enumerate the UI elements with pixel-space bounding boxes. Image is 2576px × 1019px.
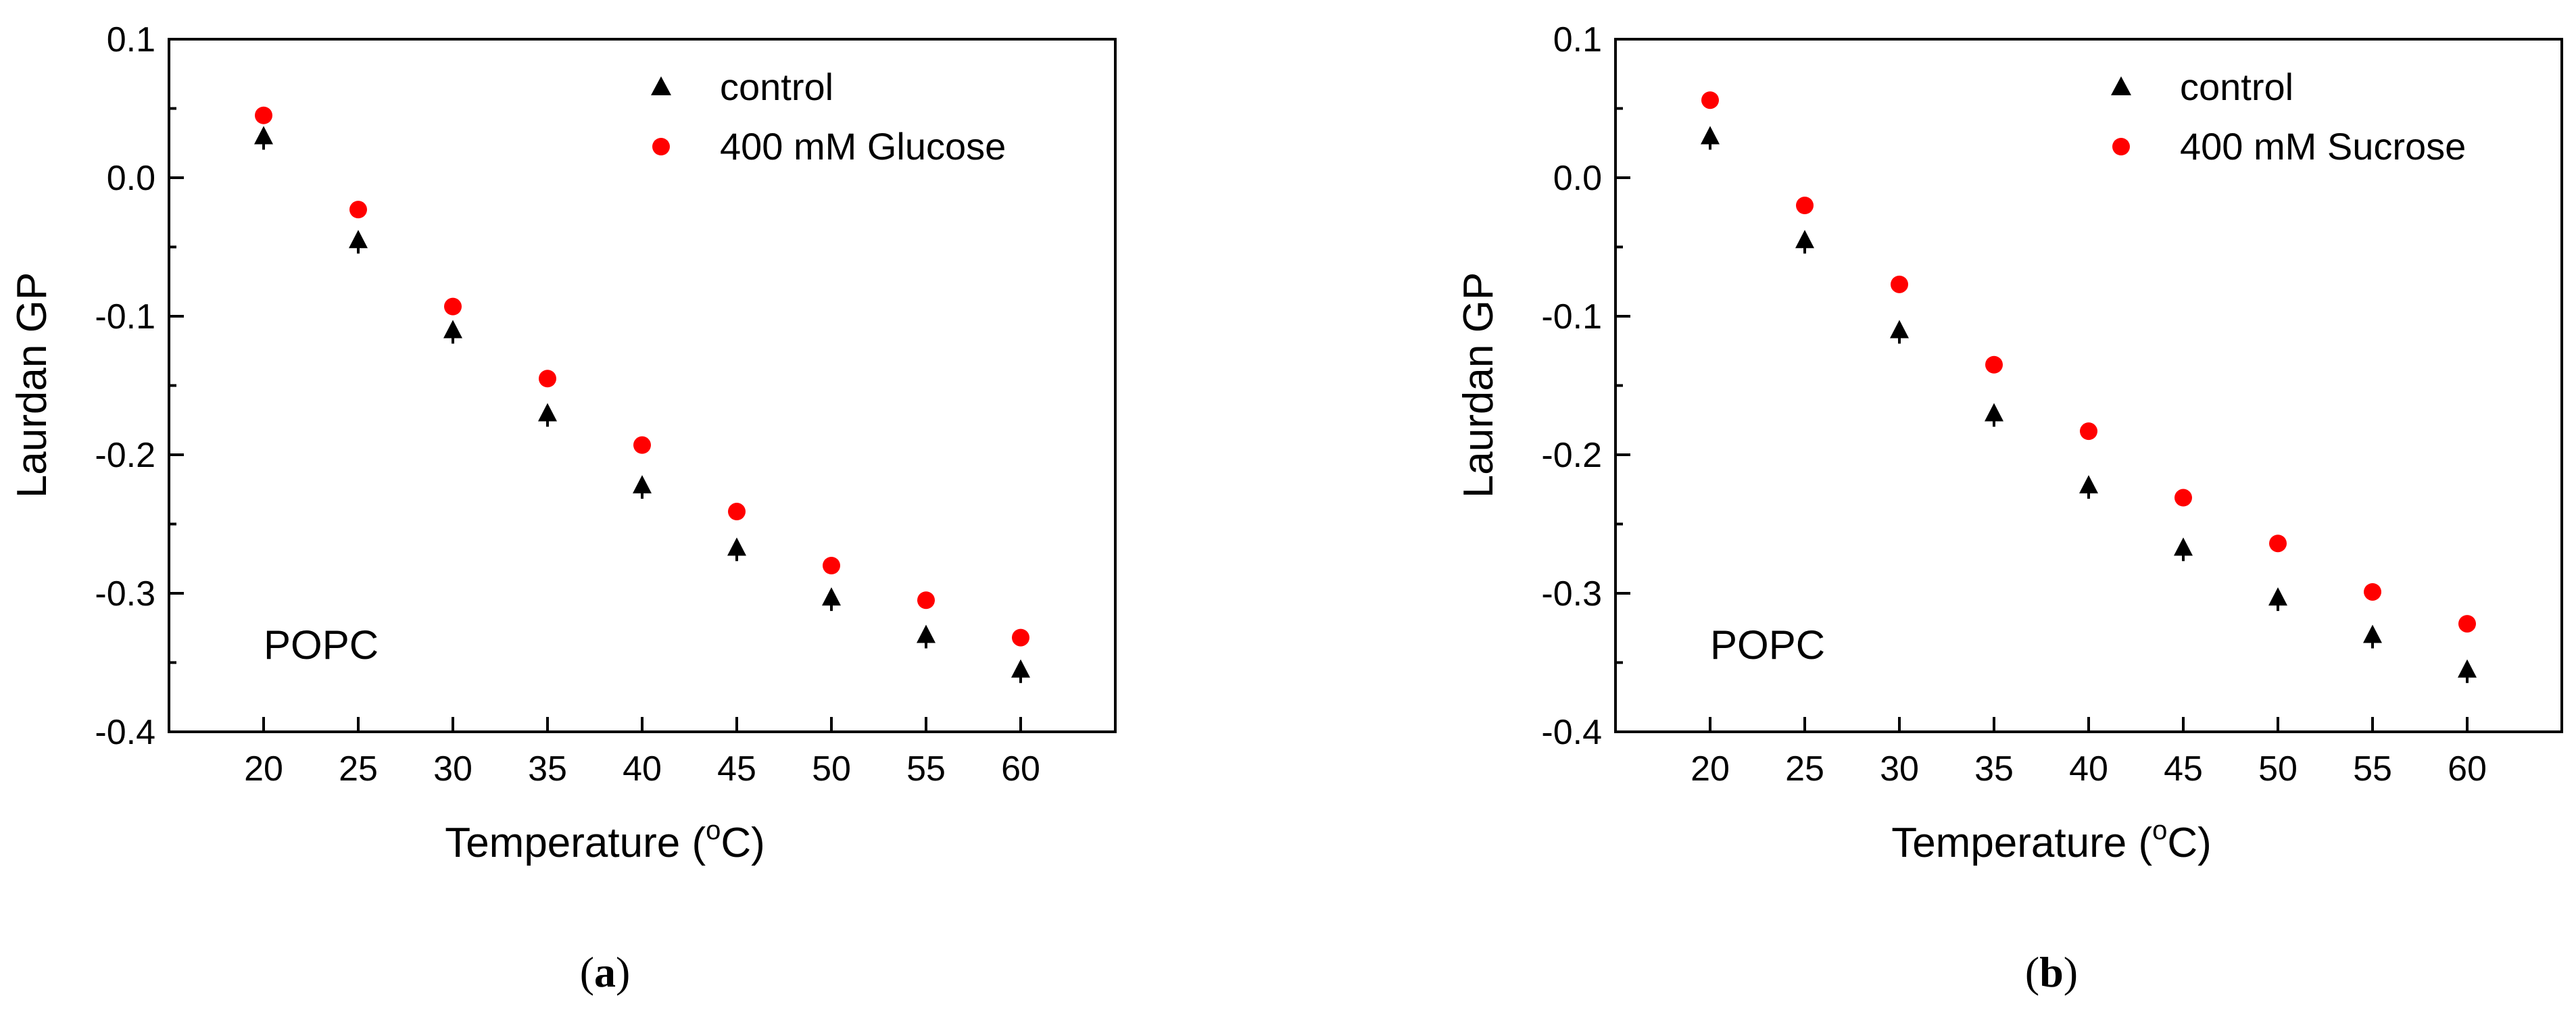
y-tick-label: -0.1	[1541, 297, 1602, 337]
legend-control-label: control	[2180, 66, 2293, 108]
y-tick-labels: 0.1 0.0 -0.1 -0.2 -0.3 -0.4	[1541, 20, 1602, 752]
y-axis-title: Laurdan GP	[1455, 272, 1502, 498]
x-tick-label: 55	[906, 749, 946, 789]
x-tick-label: 25	[1785, 749, 1824, 789]
x-tick-label: 40	[2069, 749, 2108, 789]
treatment-point	[1701, 91, 1719, 109]
y-tick-label: 0.0	[1553, 159, 1602, 198]
axis-ticks	[169, 38, 1022, 733]
treatment-point	[2458, 615, 2476, 633]
legend-treatment-label: 400 mM Sucrose	[2180, 125, 2466, 168]
x-axis-title: Temperature (oC)	[1891, 816, 2212, 866]
panel-b-caption: (b)	[2025, 948, 2078, 996]
treatment-point	[917, 591, 935, 610]
treatment-point	[2364, 582, 2381, 601]
control-point	[1985, 403, 2003, 422]
control-point	[2174, 537, 2193, 556]
x-tick-label: 35	[1974, 749, 2014, 789]
control-point	[2079, 475, 2098, 494]
control-point	[1890, 320, 1909, 339]
x-tick-label: 30	[1880, 749, 1919, 789]
control-point	[822, 587, 841, 606]
x-tick-label: 55	[2353, 749, 2392, 789]
x-tick-label: 35	[528, 749, 567, 789]
x-tick-label: 20	[1691, 749, 1730, 789]
x-tick-label: 45	[717, 749, 756, 789]
panel-a-chart: 0.1 0.0 -0.1 -0.2 -0.3 -0.4 20 25 30 35 40 45 50 55 6…	[9, 20, 1117, 996]
y-tick-label: -0.2	[95, 436, 155, 475]
y-tick-label: -0.3	[1541, 574, 1602, 614]
control-point	[633, 475, 652, 494]
treatment-point	[1891, 275, 1908, 293]
x-tick-labels: 20 25 30 35 40 45 50 55 60	[1691, 749, 2487, 789]
control-point	[2268, 587, 2287, 606]
control-point	[349, 230, 368, 249]
control-point	[1011, 659, 1030, 678]
y-tick-label: 0.1	[1553, 20, 1602, 59]
control-point	[538, 403, 557, 422]
legend-control-label: control	[720, 66, 833, 108]
control-point	[2458, 659, 2477, 678]
control-point	[727, 537, 746, 556]
legend-control-marker	[2111, 76, 2131, 95]
popc-annotation: POPC	[1710, 622, 1825, 668]
control-point	[254, 126, 273, 145]
treatment-point	[1985, 355, 2003, 374]
y-tick-label: -0.3	[95, 574, 155, 614]
treatment-point	[349, 201, 367, 219]
legend-control-marker	[651, 76, 671, 95]
y-tick-label: 0.1	[107, 20, 155, 59]
x-tick-labels: 20 25 30 35 40 45 50 55 60	[244, 749, 1040, 789]
treatment-point	[2174, 489, 2192, 507]
x-tick-label: 60	[2448, 749, 2487, 789]
legend: control 400 mM Glucose	[651, 66, 1006, 168]
x-tick-label: 50	[812, 749, 851, 789]
panel-b-chart: 0.1 0.0 -0.1 -0.2 -0.3 -0.4 20 25 30 35 40 45 50 55 6…	[1455, 20, 2563, 996]
control-point	[917, 624, 935, 643]
x-axis-title: Temperature (oC)	[445, 816, 765, 866]
control-point	[1795, 230, 1814, 249]
treatment-point	[823, 557, 840, 574]
treatment-point	[444, 297, 462, 316]
y-tick-label: -0.2	[1541, 436, 1602, 475]
treatment-point	[2269, 535, 2287, 553]
axis-ticks	[1615, 38, 2469, 733]
treatment-point	[728, 503, 746, 521]
panel-a-caption: (a)	[580, 948, 631, 996]
legend: control 400 mM Sucrose	[2111, 66, 2466, 168]
x-tick-label: 45	[2164, 749, 2203, 789]
treatment-point	[2080, 422, 2097, 441]
x-tick-label: 25	[339, 749, 378, 789]
treatment-point	[1012, 628, 1029, 647]
y-tick-label: 0.0	[107, 159, 155, 198]
y-tick-label: -0.1	[95, 297, 155, 337]
data-marks	[254, 106, 1030, 683]
control-point	[2363, 624, 2382, 643]
treatment-point	[1796, 197, 1814, 214]
y-tick-labels: 0.1 0.0 -0.1 -0.2 -0.3 -0.4	[95, 20, 155, 752]
control-point	[1701, 126, 1720, 145]
control-point	[443, 320, 462, 339]
legend-treatment-marker	[652, 138, 670, 155]
treatment-point	[633, 436, 651, 454]
treatment-point	[255, 106, 272, 124]
x-tick-label: 30	[433, 749, 472, 789]
x-tick-label: 50	[2258, 749, 2298, 789]
legend-treatment-marker	[2112, 138, 2130, 155]
y-axis-title: Laurdan GP	[9, 272, 55, 498]
y-tick-label: -0.4	[1541, 713, 1602, 752]
x-tick-label: 60	[1001, 749, 1040, 789]
legend-treatment-label: 400 mM Glucose	[720, 125, 1006, 168]
data-marks	[1701, 91, 2477, 683]
treatment-point	[539, 370, 556, 388]
x-tick-label: 20	[244, 749, 283, 789]
popc-annotation: POPC	[264, 622, 379, 668]
y-tick-label: -0.4	[95, 713, 155, 752]
x-tick-label: 40	[623, 749, 662, 789]
